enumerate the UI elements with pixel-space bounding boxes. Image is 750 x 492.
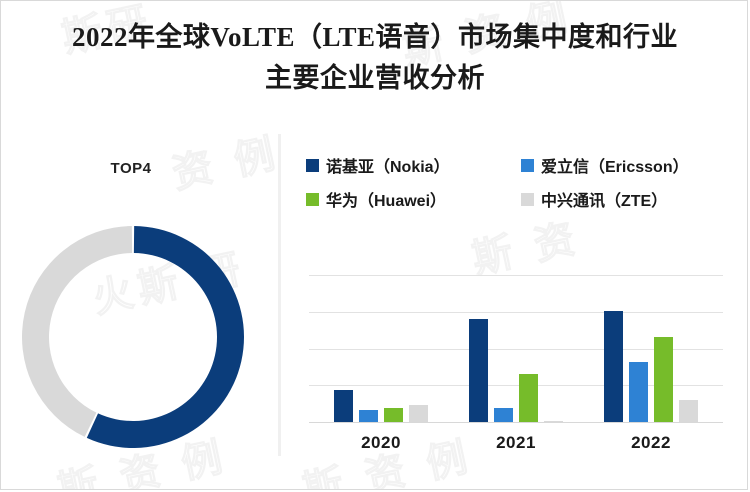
legend-color-swatch xyxy=(306,158,319,172)
bar xyxy=(654,337,673,422)
x-axis-line xyxy=(309,422,723,423)
bar xyxy=(519,373,538,422)
legend-item[interactable]: 诺基亚（Nokia） xyxy=(306,153,521,177)
donut-segment xyxy=(21,226,133,437)
legend-color-swatch xyxy=(521,158,534,172)
page-title-line-1: 2022年全球VoLTE（LTE语音）市场集中度和行业 xyxy=(71,22,679,52)
donut-chart xyxy=(21,226,245,448)
bar xyxy=(384,407,403,422)
legend-item-label: 诺基亚（Nokia） xyxy=(326,159,450,176)
bar xyxy=(334,389,353,422)
legend-item-label: 爱立信（Ericsson） xyxy=(541,159,689,176)
bar xyxy=(469,319,488,422)
x-axis-label: 2021 xyxy=(496,433,536,452)
gridline xyxy=(309,385,723,387)
bar xyxy=(604,311,623,422)
legend-item[interactable]: 爱立信（Ericsson） xyxy=(521,153,726,177)
page-title-line-2: 主要企业营收分析 xyxy=(265,63,485,93)
bar xyxy=(494,407,513,422)
gridline xyxy=(309,311,723,313)
bar xyxy=(359,409,378,422)
legend-item[interactable]: 华为（Huawei） xyxy=(306,187,521,211)
donut-chart-label: TOP4 xyxy=(110,160,152,177)
donut-segment xyxy=(86,226,245,448)
legend-color-swatch xyxy=(521,192,534,206)
legend-color-swatch xyxy=(306,192,319,206)
bar xyxy=(409,404,428,422)
chart-legend: 诺基亚（Nokia） 爱立信（Ericsson） 华为（Huawei） 中兴通讯（ZT… xyxy=(306,153,726,211)
gridline xyxy=(309,275,723,276)
x-axis-label: 2020 xyxy=(361,433,401,452)
bar xyxy=(629,362,648,422)
donut-chart-panel: TOP4 xyxy=(1,141,278,471)
gridline xyxy=(309,348,723,350)
bar xyxy=(679,399,698,422)
legend-item-label: 中兴通讯（ZTE） xyxy=(541,193,668,210)
page-title: 2022年全球VoLTE（LTE语音）市场集中度和行业 主要企业营收分析 xyxy=(1,17,747,99)
panel-divider xyxy=(278,134,281,456)
bar xyxy=(544,420,563,422)
legend-item[interactable]: 中兴通讯（ZTE） xyxy=(521,187,726,211)
x-axis-label: 2022 xyxy=(631,433,671,452)
legend-item-label: 华为（Huawei） xyxy=(326,193,447,210)
